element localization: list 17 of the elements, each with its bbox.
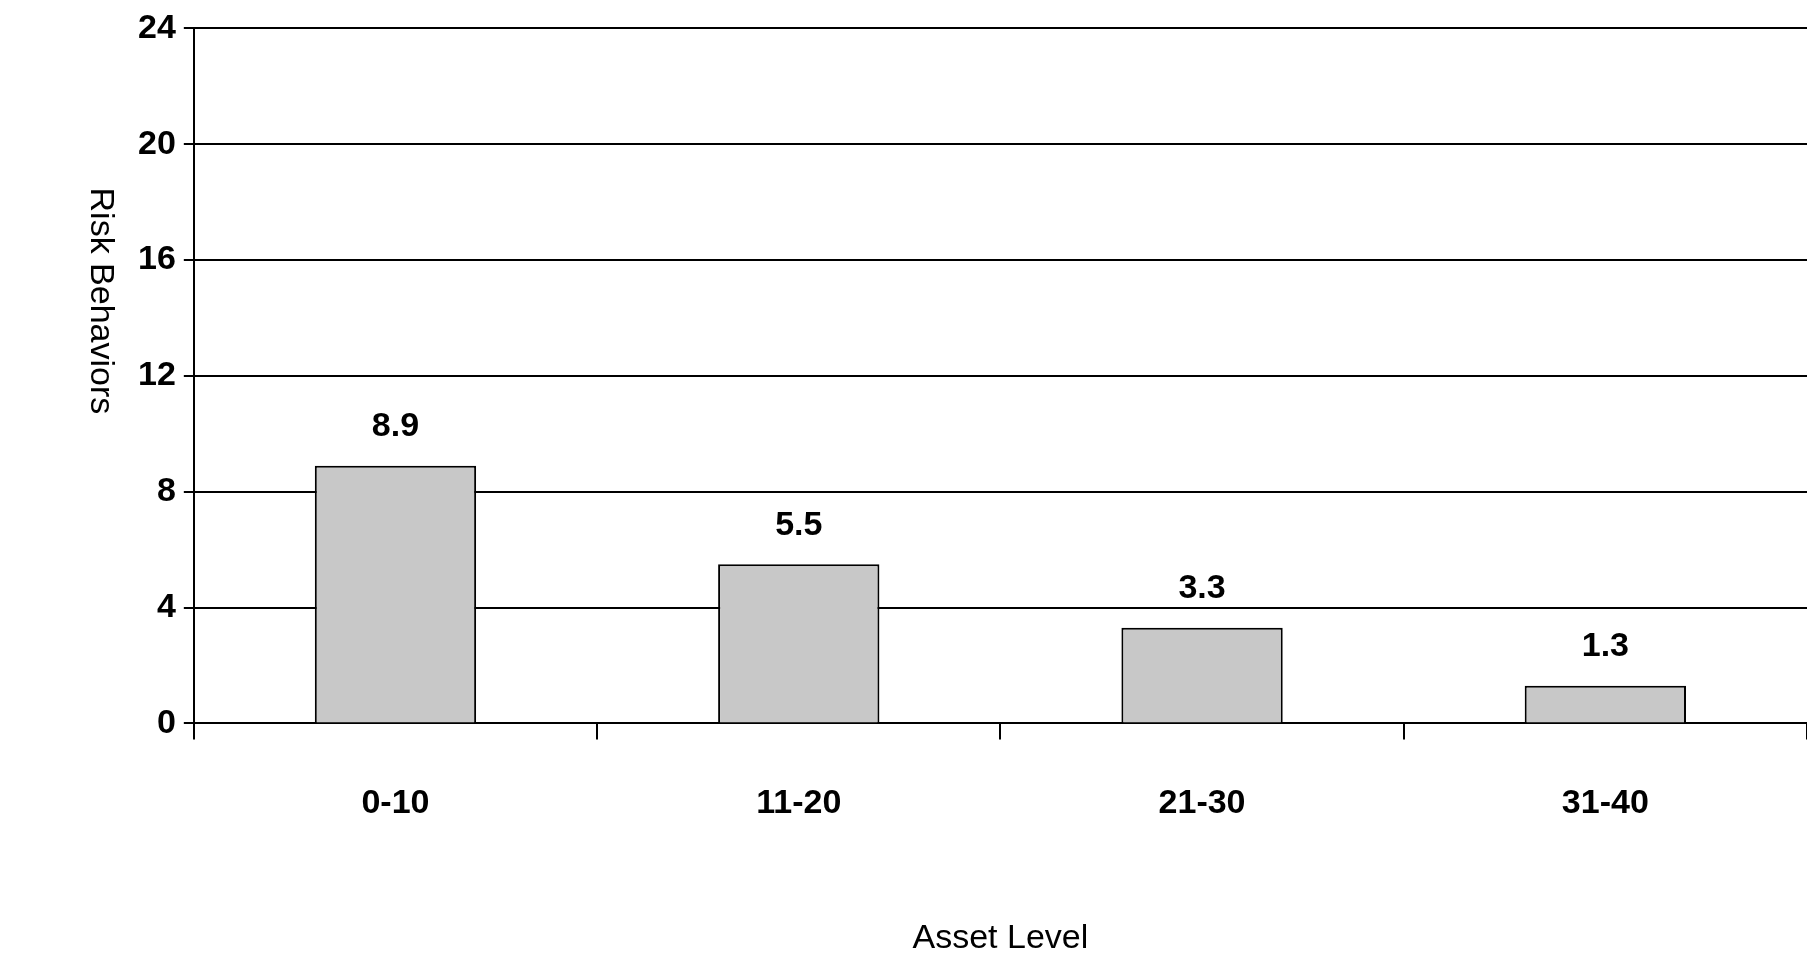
y-tick-label: 24 [137,6,176,45]
y-tick-label: 20 [137,122,176,161]
y-tick-label: 4 [156,585,176,624]
x-axis-title: Asset Level [912,916,1089,955]
x-tick-label: 11-20 [756,782,842,821]
y-tick-label: 8 [156,470,176,509]
x-tick-label: 21-30 [1158,782,1246,821]
data-label: 3.3 [1178,567,1226,606]
y-tick-label: 0 [156,701,176,740]
data-label: 1.3 [1581,625,1629,664]
x-tick-label: 31-40 [1561,782,1649,821]
data-label: 5.5 [775,503,823,542]
x-tick-label: 0-10 [361,782,430,821]
data-label: 8.9 [371,405,420,444]
y-axis-title: Risk Behaviors [83,187,122,415]
y-tick-label: 16 [137,238,176,277]
y-tick-label: 12 [137,354,176,393]
